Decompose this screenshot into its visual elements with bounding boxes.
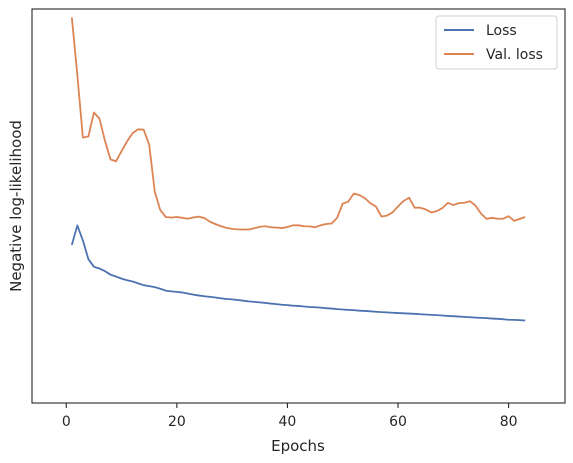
x-tick-label: 0 bbox=[62, 414, 71, 430]
series-line-val-loss bbox=[70, 17, 526, 231]
series-line-loss bbox=[70, 224, 526, 322]
x-tick-label: 60 bbox=[389, 414, 407, 430]
series-lines bbox=[70, 17, 526, 322]
legend-label-loss: Loss bbox=[486, 23, 517, 39]
x-tick-label: 20 bbox=[168, 414, 186, 430]
legend: Loss Val. loss bbox=[435, 15, 558, 70]
x-tick-label: 40 bbox=[279, 414, 297, 430]
x-axis-title: Epochs bbox=[271, 437, 325, 455]
y-axis-title: Negative log-likelihood bbox=[7, 120, 25, 292]
x-axis-ticks: 0 20 40 60 80 bbox=[62, 403, 518, 430]
legend-label-val-loss: Val. loss bbox=[486, 47, 543, 63]
x-tick-label: 80 bbox=[500, 414, 518, 430]
